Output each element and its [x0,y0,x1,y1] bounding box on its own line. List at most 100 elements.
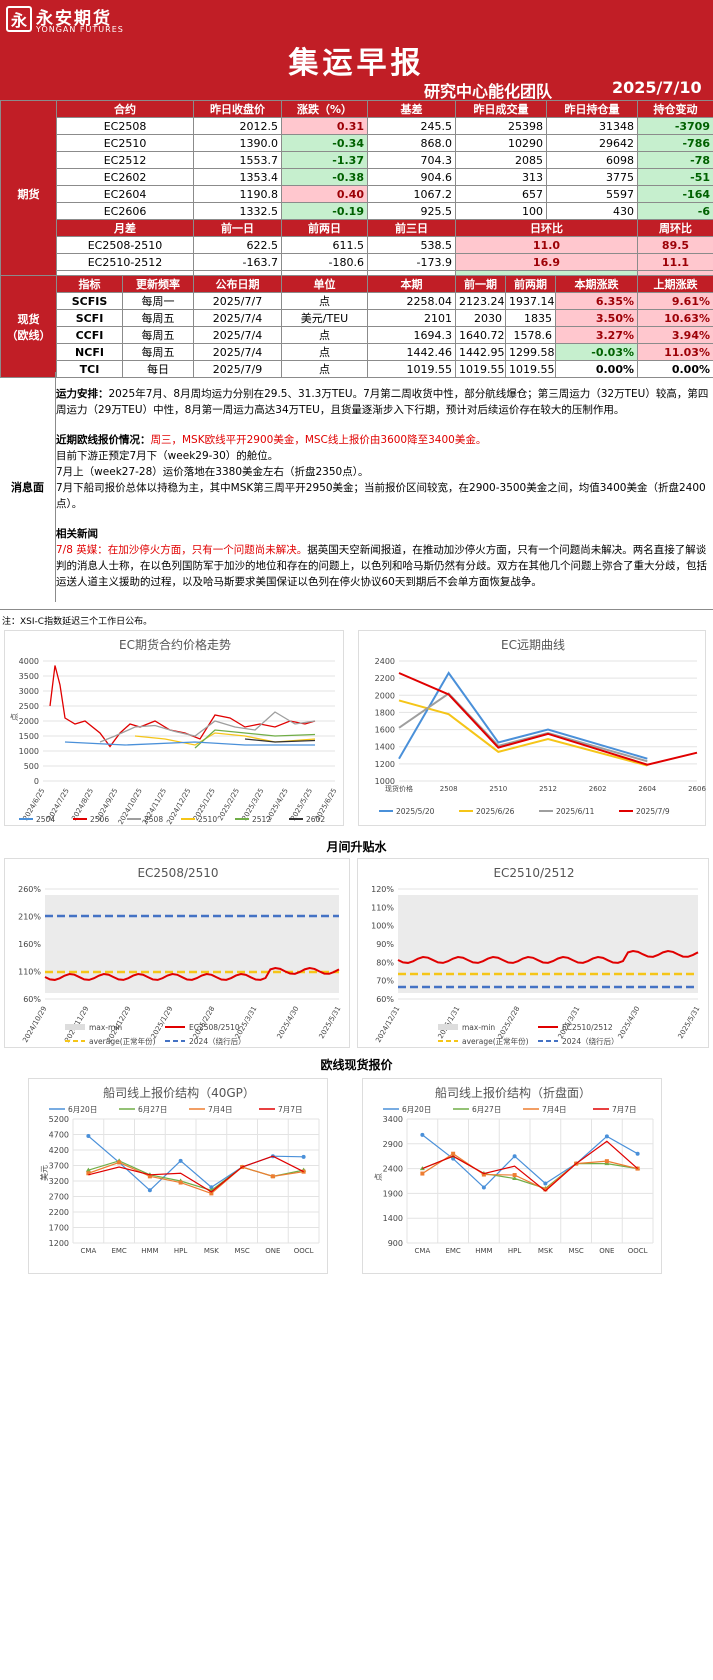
x-tick-label: HMM [475,1247,492,1255]
data-point [451,1151,456,1156]
legend-label: average(正常年份) [89,1036,156,1046]
news-side-label: 消息面 [0,372,56,602]
chart-title: 船司线上报价结构（折盘面） [435,1085,591,1100]
news-p3: 据英国天空新闻报道，在推动加沙停火方面，只有一个问题尚未解决。两名直接了解谈判的… [56,544,707,588]
spread-header: 月差 [56,219,194,237]
futures-cell: -6 [637,202,713,220]
spot-header: 前一期 [455,275,506,293]
y-tick-label: 1200 [49,1239,69,1248]
x-tick-label: ONE [599,1247,614,1255]
legend-label: 7月4日 [542,1105,567,1114]
spread-cell: 16.9 [455,253,638,271]
spot-table: 现货 （欧线） 指标 更新频率 公布日期 单位 本期 前一期 前两期 本期涨跌 上期涨跌 SCFIS 每… [0,275,713,378]
y-tick-label: 1800 [375,708,395,717]
x-tick-label: 2025/5/31 [677,1005,702,1040]
futures-cell: -0.34 [281,134,368,152]
series-2602 [244,738,316,743]
futures-cell: 313 [455,168,547,186]
legend-label: 2504 [36,815,55,824]
y-tick-label: 110% [18,968,41,977]
data-point [481,1185,486,1190]
legend-label: 6月20日 [402,1105,431,1114]
data-point [512,1176,518,1181]
news-p3-label: 相关新闻 [56,528,98,540]
spread-cell: -163.7 [193,253,282,271]
contract-cell: EC2510 [56,134,194,152]
futures-header: 涨跌（%） [281,100,368,118]
carrier-series-3 [422,1140,639,1192]
team-name: 研究中心能化团队 [424,82,553,101]
series-2512 [194,729,316,749]
spot-cell: 2258.04 [367,292,456,310]
spot-cell: 1578.6 [505,326,556,344]
futures-cell: 430 [546,202,638,220]
news-content: 运力安排：2025年7月、8月周均运力分别在29.5、31.3万TEU。7月第二… [56,386,710,590]
y-tick-label: 2200 [49,1208,69,1217]
ec-price-chart: EC期货合约价格走势 4000 3500 3000 2500 2000 1500 1000 50… [10,637,338,826]
carrier-pt-chart: 船司线上报价结构（折盘面） 3400 2900 2400 1900 1400 900 点 CMA… [374,1085,654,1255]
y-tick-label: 2200 [375,674,395,683]
chart-title: 船司线上报价结构（40GP） [103,1085,255,1100]
x-tick-label: 2602 [589,785,607,793]
x-tick-label: 2604 [638,785,656,793]
futures-header: 昨日持仓量 [546,100,638,118]
futures-cell: 904.6 [367,168,456,186]
report-title: 集运早报 [288,46,425,81]
y-tick-label: 2900 [383,1140,403,1149]
report-date: 2025/7/10 [612,78,702,97]
index-name: CCFI [56,326,123,344]
y-tick-label: 3200 [49,1177,69,1186]
news-p1: 2025年7月、8月周均运力分别在29.5、31.3万TEU。7月第二周收货中性… [56,388,709,416]
x-tick-label: 2025/2/28 [497,1005,522,1040]
y-tick-label: 1900 [383,1189,403,1198]
spot-header: 本期 [367,275,456,293]
y-tick-label: 5200 [49,1115,69,1124]
x-tick-label: 2025/4/30 [617,1005,642,1040]
legend-label: EC2510/2512 [562,1023,613,1032]
futures-header: 持仓变动 [637,100,713,118]
data-point [147,1174,152,1179]
y-tick-label: 2000 [375,691,395,700]
futures-cell: -1.37 [281,151,368,169]
spot-cell: 每周一 [122,292,194,310]
x-tick-label: MSK [204,1247,219,1255]
y-tick-label: 90% [376,940,394,949]
x-tick-label: CMA [415,1247,431,1255]
y-tick-label: 100% [371,922,394,931]
futures-cell: -3709 [637,117,713,135]
spot-header: 本期涨跌 [555,275,638,293]
futures-cell: 1353.4 [193,168,282,186]
futures-cell: 1190.8 [193,185,282,203]
futures-cell: 31348 [546,117,638,135]
contract-cell: EC2606 [56,202,194,220]
spot-header: 指标 [56,275,123,293]
y-tick-label: 900 [388,1239,403,1248]
x-tick-label: 2025/2/25 [216,787,241,822]
spread-header: 前一日 [193,219,282,237]
data-point [512,1154,517,1159]
x-tick-label: 2508 [440,785,458,793]
news-p2-line: 7月下船司报价总体以持稳为主，其中MSK第三周平开2950美金；当前报价区间较宽… [56,482,706,510]
x-tick-label: 2606 [688,785,706,793]
futures-cell: 245.5 [367,117,456,135]
series-2508 [99,711,316,743]
y-tick-label: 1400 [375,743,395,752]
futures-cell: -51 [637,168,713,186]
curve-series-0 [398,671,648,760]
x-tick-label: 2510 [489,785,507,793]
futures-cell: 657 [455,185,547,203]
y-tick-label: 2400 [383,1165,403,1174]
spread-cell: 622.5 [193,236,282,254]
x-tick-label: HMM [141,1247,158,1255]
spot-cell: 3.27% [555,326,638,344]
spread-header: 前三日 [367,219,456,237]
y-tick-label: 1500 [19,732,39,741]
contract-cell: EC2508 [56,117,194,135]
chart-title: EC远期曲线 [501,638,565,652]
y-tick-label: 2400 [375,657,395,666]
legend-label: 2508 [144,815,163,824]
futures-cell: -164 [637,185,713,203]
data-point [209,1191,214,1196]
x-tick-label: 2024/12/31 [374,1005,401,1044]
futures-header: 基差 [367,100,456,118]
